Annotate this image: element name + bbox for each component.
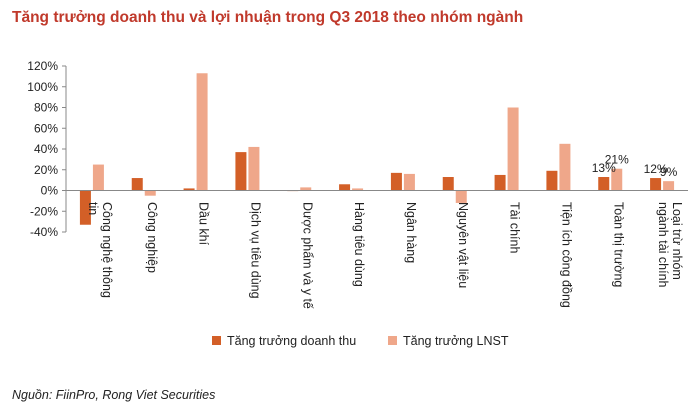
data-label: 13% <box>592 161 616 175</box>
category-label: tin <box>86 202 100 215</box>
legend-label-revenue: Tăng trưởng doanh thu <box>227 334 356 348</box>
category-label: Công nghệ thông <box>100 202 114 298</box>
bar-profit-growth <box>144 190 156 196</box>
legend-label-profit: Tăng trưởng LNST <box>403 334 509 348</box>
data-label: 12% <box>644 162 668 176</box>
category-label: Tiện ích công đồng <box>559 202 573 308</box>
bar-revenue-growth <box>650 178 662 191</box>
category-label: Dược phẩm và y tế <box>300 202 314 309</box>
data-label: 9% <box>660 165 678 179</box>
bar-profit-growth <box>663 181 675 191</box>
bar-profit-growth <box>507 107 519 191</box>
bar-revenue-growth <box>79 190 91 225</box>
bar-profit-growth <box>559 143 571 191</box>
bar-revenue-growth <box>598 177 610 191</box>
bar-revenue-growth <box>235 152 247 191</box>
category-label: Tài chính <box>508 202 522 253</box>
bar-profit-growth <box>92 164 104 191</box>
bar-revenue-growth <box>339 184 351 191</box>
category-label: Loại trừ nhóm <box>670 202 684 280</box>
bar-profit-growth <box>403 173 415 191</box>
data-label: 21% <box>605 153 629 167</box>
bar-profit-growth <box>611 168 623 191</box>
bar-profit-growth <box>248 146 260 191</box>
category-label: Ngân hàng <box>404 202 418 263</box>
category-label: Dầu khí <box>197 202 211 246</box>
legend-swatch-profit <box>388 336 397 345</box>
bar-revenue-growth <box>131 178 143 191</box>
bar-revenue-growth <box>390 172 402 191</box>
category-label: Công nghiệp <box>145 202 159 273</box>
bar-revenue-growth <box>546 170 558 191</box>
bar-revenue-growth <box>183 188 195 191</box>
y-tick-label: 40% <box>34 142 58 156</box>
y-tick-label: 100% <box>27 80 58 94</box>
category-label: Hàng tiêu dùng <box>352 202 366 287</box>
category-label: Toàn thị trường <box>611 202 625 287</box>
y-tick-label: 0% <box>41 184 59 198</box>
chart-title: Tăng trưởng doanh thu và lợi nhuận trong… <box>12 9 524 26</box>
legend-swatch-revenue <box>212 336 221 345</box>
bar-chart: 120% 100% 80% 60% 40% 20% 0% -20% -40% 13%21% 12%9… <box>27 59 688 348</box>
bar-revenue-growth <box>494 174 506 191</box>
bar-profit-growth <box>300 187 312 191</box>
y-tick-label: 20% <box>34 163 58 177</box>
y-tick-label: -20% <box>30 204 58 218</box>
bar-revenue-growth <box>442 177 454 191</box>
y-tick-label: 80% <box>34 101 58 115</box>
category-label: ngành tài chính <box>656 202 670 288</box>
category-label: Dịch vụ tiêu dùng <box>248 202 262 299</box>
y-tick-label: 120% <box>27 59 58 73</box>
bar-profit-growth <box>196 73 208 191</box>
y-tick-label: 60% <box>34 121 58 135</box>
source-note: Nguồn: FiinPro, Rong Viet Securities <box>12 388 216 402</box>
y-tick-label: -40% <box>30 225 58 239</box>
category-label: Nguyên vật liệu <box>456 202 470 288</box>
bar-profit-growth <box>455 190 467 203</box>
bar-profit-growth <box>352 188 364 191</box>
